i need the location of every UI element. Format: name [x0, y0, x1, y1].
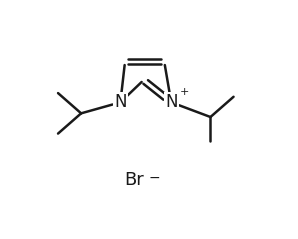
Text: −: −	[148, 171, 160, 185]
Text: +: +	[180, 87, 189, 97]
Text: N: N	[114, 93, 127, 111]
Text: N: N	[165, 93, 177, 111]
Text: Br: Br	[124, 171, 144, 189]
